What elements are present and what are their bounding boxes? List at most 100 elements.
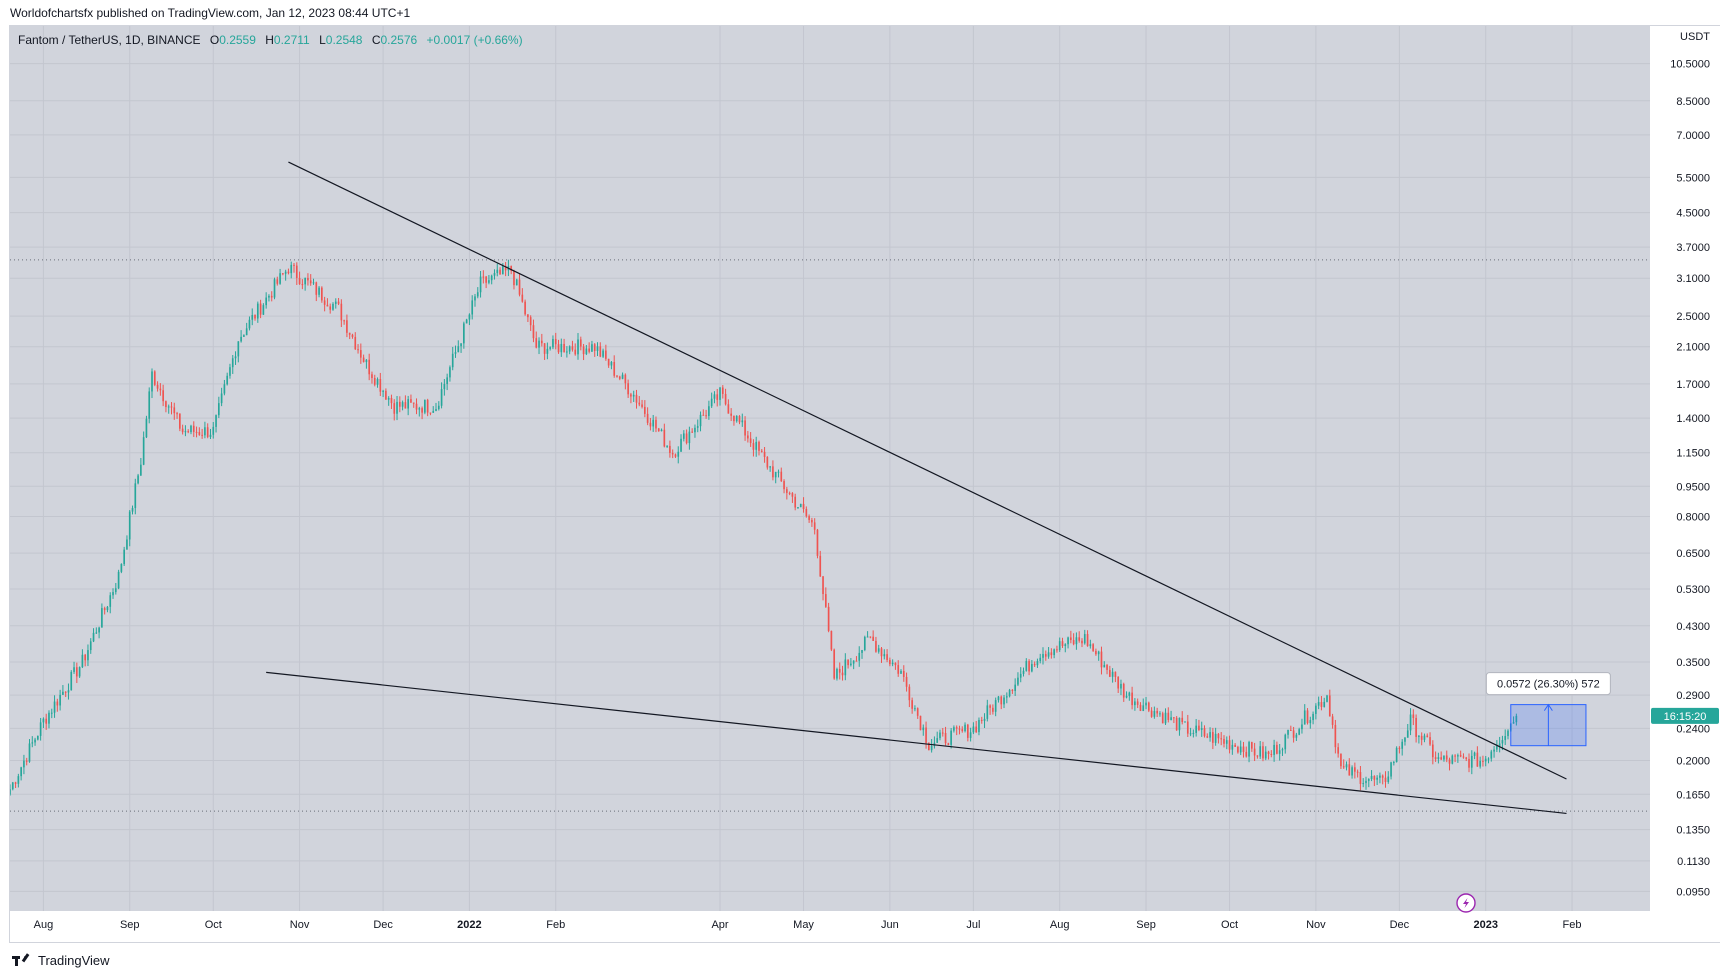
candle-down[interactable]: [730, 413, 732, 416]
candle-down[interactable]: [1434, 757, 1437, 759]
candle-up[interactable]: [953, 727, 955, 731]
candle-down[interactable]: [889, 659, 891, 665]
candle-up[interactable]: [797, 507, 799, 509]
candle-up[interactable]: [376, 379, 379, 385]
candle-down[interactable]: [1348, 764, 1351, 776]
candle-up[interactable]: [1395, 747, 1398, 763]
candle-down[interactable]: [958, 728, 961, 730]
candle-down[interactable]: [627, 383, 629, 395]
candle-down[interactable]: [357, 349, 359, 351]
candle-down[interactable]: [869, 636, 872, 638]
candle-up[interactable]: [37, 735, 39, 740]
candle-up[interactable]: [1053, 649, 1055, 656]
candle-up[interactable]: [1142, 705, 1145, 711]
candle-up[interactable]: [1264, 751, 1267, 759]
candle-up[interactable]: [863, 636, 866, 650]
candle-down[interactable]: [254, 314, 256, 319]
candle-down[interactable]: [721, 387, 724, 394]
candle-down[interactable]: [1270, 753, 1273, 755]
candle-down[interactable]: [1212, 732, 1214, 743]
candle-down[interactable]: [1448, 759, 1451, 764]
candle-down[interactable]: [276, 279, 279, 284]
candle-down[interactable]: [1454, 755, 1456, 757]
candle-up[interactable]: [986, 705, 989, 719]
candle-down[interactable]: [1136, 701, 1139, 705]
candle-down[interactable]: [25, 760, 28, 762]
candle-down[interactable]: [838, 668, 841, 673]
support-trend-line[interactable]: [266, 671, 1567, 815]
candle-up[interactable]: [877, 648, 880, 652]
candle-down[interactable]: [822, 576, 824, 595]
candle-down[interactable]: [295, 265, 298, 278]
candle-down[interactable]: [1328, 695, 1331, 717]
candle-up[interactable]: [891, 662, 894, 665]
candle-up[interactable]: [17, 776, 20, 784]
candle-down[interactable]: [669, 445, 671, 453]
candle-up[interactable]: [42, 718, 45, 723]
candle-up[interactable]: [515, 279, 518, 286]
candle-up[interactable]: [1490, 751, 1493, 759]
candle-down[interactable]: [758, 441, 760, 451]
candle-down[interactable]: [1289, 729, 1292, 731]
candle-up[interactable]: [1437, 757, 1440, 759]
candle-down[interactable]: [429, 412, 432, 414]
candle-down[interactable]: [298, 277, 301, 285]
candle-up[interactable]: [950, 730, 952, 745]
candle-up[interactable]: [1326, 695, 1328, 702]
candle-down[interactable]: [173, 407, 176, 414]
candle-down[interactable]: [616, 375, 618, 377]
candle-up[interactable]: [243, 335, 245, 337]
candle-up[interactable]: [858, 652, 861, 661]
candle-down[interactable]: [1426, 735, 1429, 738]
candle-down[interactable]: [282, 273, 284, 275]
candle-up[interactable]: [602, 350, 604, 357]
candle-down[interactable]: [1108, 669, 1111, 677]
candle-down[interactable]: [802, 503, 805, 510]
candle-up[interactable]: [632, 394, 635, 397]
candle-down[interactable]: [326, 304, 329, 307]
candle-down[interactable]: [426, 399, 429, 413]
candle-down[interactable]: [1181, 717, 1184, 723]
candle-up[interactable]: [1351, 767, 1353, 776]
candle-down[interactable]: [1398, 747, 1401, 749]
candle-up[interactable]: [1047, 652, 1050, 657]
candle-down[interactable]: [1256, 755, 1259, 757]
candle-down[interactable]: [989, 705, 991, 708]
candle-up[interactable]: [1153, 710, 1156, 717]
candle-up[interactable]: [994, 700, 997, 712]
candle-down[interactable]: [1000, 696, 1003, 705]
candle-up[interactable]: [48, 712, 50, 724]
candle-down[interactable]: [1156, 710, 1158, 714]
candle-up[interactable]: [273, 279, 276, 298]
candle-up[interactable]: [229, 367, 231, 376]
candle-up[interactable]: [217, 403, 220, 416]
candle-down[interactable]: [1223, 738, 1225, 744]
candle-up[interactable]: [660, 429, 663, 432]
candle-down[interactable]: [872, 636, 874, 641]
candle-up[interactable]: [145, 418, 148, 438]
candle-up[interactable]: [1496, 745, 1498, 750]
candle-up[interactable]: [1498, 743, 1501, 746]
candle-up[interactable]: [50, 712, 53, 714]
candle-down[interactable]: [1359, 772, 1362, 784]
candle-up[interactable]: [1209, 732, 1211, 738]
candle-up[interactable]: [1097, 651, 1100, 655]
candle-down[interactable]: [1334, 724, 1337, 748]
candle-down[interactable]: [1482, 760, 1484, 762]
candle-down[interactable]: [554, 338, 557, 345]
candle-down[interactable]: [916, 708, 919, 716]
candle-up[interactable]: [1457, 755, 1459, 757]
candle-up[interactable]: [89, 641, 92, 651]
candle-down[interactable]: [855, 660, 858, 662]
candle-down[interactable]: [975, 726, 978, 733]
candle-down[interactable]: [727, 404, 730, 414]
candle-up[interactable]: [396, 401, 398, 414]
candle-up[interactable]: [1451, 755, 1454, 764]
candle-down[interactable]: [847, 659, 849, 666]
candle-up[interactable]: [568, 346, 571, 352]
candle-down[interactable]: [980, 719, 983, 721]
candle-down[interactable]: [351, 334, 354, 337]
countdown-tag[interactable]: [1651, 707, 1719, 724]
legend-symbol[interactable]: Fantom / TetherUS, 1D, BINANCE: [18, 33, 201, 47]
candle-down[interactable]: [1373, 775, 1376, 780]
